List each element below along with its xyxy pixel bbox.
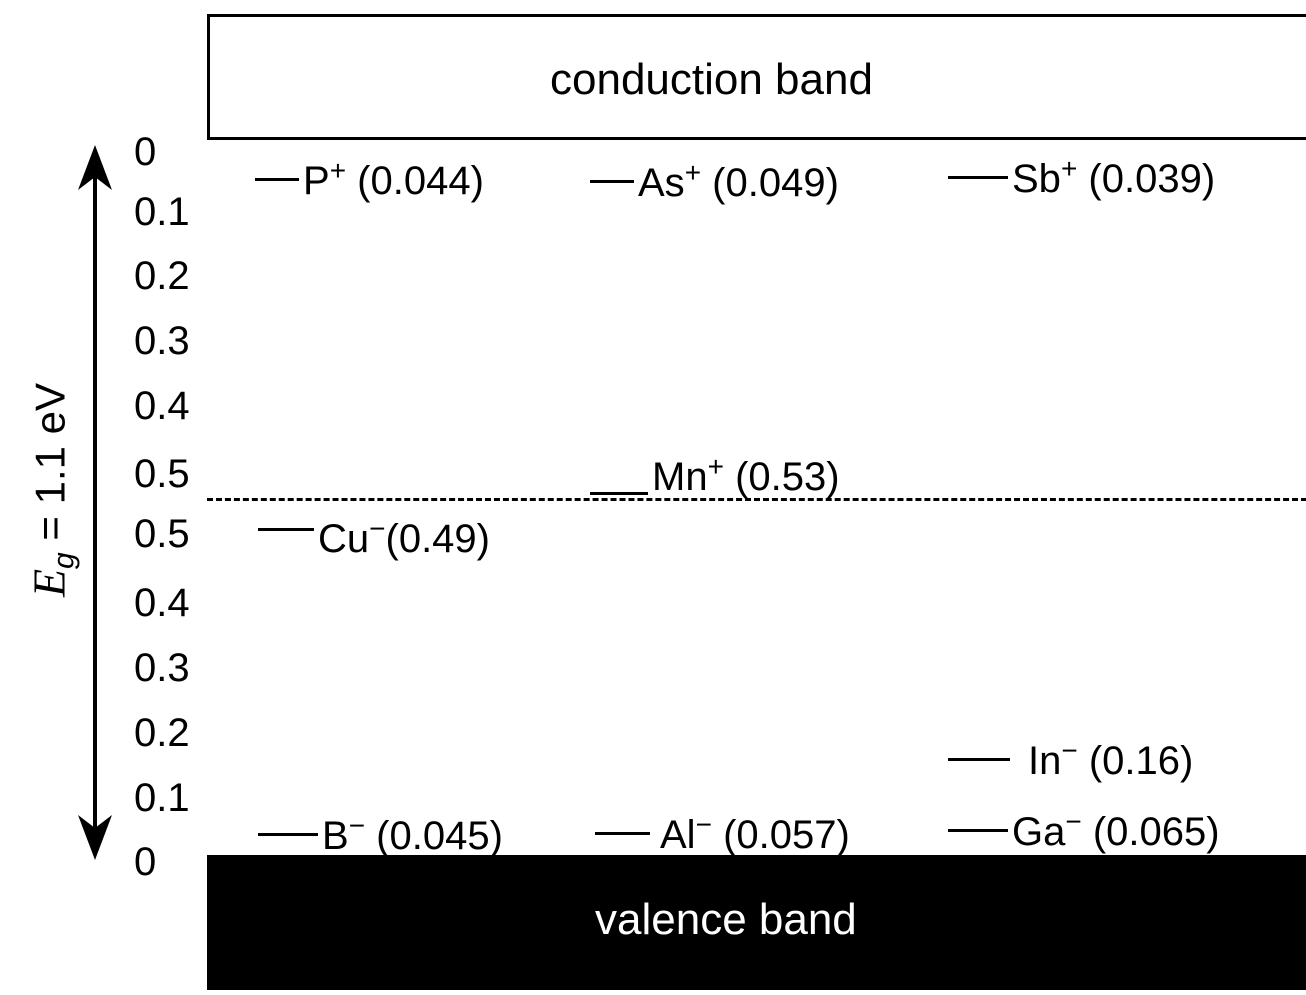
level-sb-donor: Sb+ (0.039): [948, 155, 1215, 199]
midgap-dashed-line: [207, 498, 1306, 501]
tick-lower-0: 0: [134, 840, 157, 884]
ion-energy: (0.057): [723, 813, 850, 857]
tick-lower-5: 0.5: [134, 512, 190, 556]
tick-lower-2: 0.2: [134, 711, 190, 755]
ion-charge: −: [695, 809, 712, 840]
band-gap-label: Eg = 1.1 eV: [12, 345, 92, 635]
tick-upper-1: 0.1: [134, 190, 190, 234]
ion-symbol: Al: [660, 813, 696, 857]
tick-lower-4: 0.4: [134, 581, 190, 625]
gap-value: = 1.1 eV: [26, 382, 74, 553]
ion-charge: +: [329, 155, 347, 186]
ion-energy: (0.045): [376, 814, 503, 858]
ion-symbol: Sb: [1012, 157, 1061, 201]
gap-subscript: g: [47, 552, 81, 569]
valence-band: valence band: [207, 855, 1306, 990]
ion-energy: (0.16): [1088, 739, 1194, 783]
level-marker: [590, 179, 634, 183]
ion-symbol: In: [1028, 739, 1062, 783]
level-b-acceptor: B− (0.045): [258, 812, 503, 856]
level-marker: [258, 832, 318, 836]
ion-symbol: Cu: [318, 517, 370, 561]
ion-charge: +: [1060, 153, 1078, 184]
level-ga-acceptor: Ga− (0.065): [948, 808, 1220, 852]
level-marker: [948, 175, 1008, 179]
tick-upper-2: 0.2: [134, 254, 190, 298]
ion-charge: −: [1061, 735, 1078, 766]
conduction-band-label: conduction band: [550, 55, 873, 104]
level-p-donor: P+ (0.044): [255, 157, 484, 201]
valence-band-label: valence band: [595, 895, 857, 944]
double-arrow-icon: [78, 145, 112, 860]
ion-symbol: B: [322, 814, 349, 858]
conduction-band: conduction band: [207, 14, 1306, 140]
level-marker: [590, 491, 648, 495]
level-mn-donor: Mn+ (0.53): [590, 453, 840, 497]
tick-lower-3: 0.3: [134, 646, 190, 690]
ion-charge: −: [348, 810, 366, 841]
tick-lower-1: 0.1: [134, 776, 190, 820]
ion-energy: (0.039): [1088, 157, 1216, 201]
ion-energy: (0.53): [735, 455, 840, 499]
level-marker: [948, 757, 1010, 761]
level-marker: [255, 177, 299, 181]
level-cu-acceptor: Cu−(0.49): [258, 515, 490, 559]
tick-upper-4: 0.4: [134, 384, 190, 428]
gap-symbol: E: [23, 568, 75, 598]
tick-upper-0: 0: [134, 130, 157, 174]
level-as-donor: As+ (0.049): [590, 159, 839, 203]
ion-energy: (0.49): [385, 517, 491, 561]
level-marker: [595, 831, 650, 835]
ion-charge: +: [707, 451, 724, 482]
ion-symbol: Mn: [652, 455, 708, 499]
ion-energy: (0.065): [1092, 810, 1220, 854]
ion-energy: (0.049): [712, 161, 839, 205]
level-in-acceptor: In− (0.16): [948, 737, 1193, 781]
level-al-acceptor: Al− (0.057): [595, 811, 850, 855]
ion-symbol: P: [303, 159, 330, 203]
ion-charge: +: [684, 157, 702, 188]
tick-upper-5: 0.5: [134, 452, 190, 496]
ion-symbol: Ga: [1012, 810, 1066, 854]
ion-charge: −: [1065, 806, 1082, 837]
ion-symbol: As: [638, 161, 685, 205]
level-marker: [258, 527, 314, 531]
ion-charge: −: [369, 513, 386, 544]
level-marker: [948, 828, 1008, 832]
ion-energy: (0.044): [357, 159, 484, 203]
tick-upper-3: 0.3: [134, 319, 190, 363]
